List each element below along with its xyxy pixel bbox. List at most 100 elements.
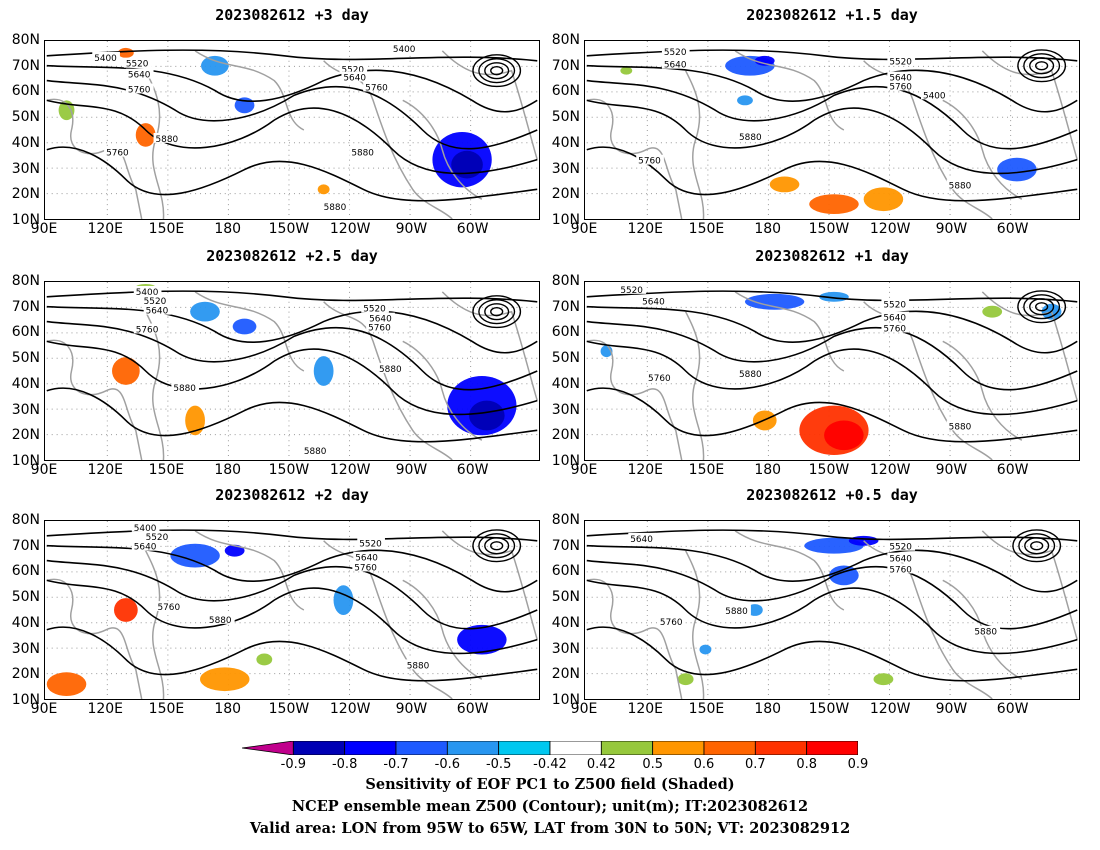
sensitivity-shade [190,301,220,322]
z500-contour [484,537,510,555]
contour-label: 5760 [889,82,912,92]
sensitivity-shade [313,356,334,386]
sensitivity-shade [224,544,245,557]
coastline [441,530,538,640]
z500-contour [1029,298,1055,316]
latitude-label: 20N [11,666,40,683]
contour-label: 5880 [949,422,972,432]
sensitivity-shade [114,598,138,622]
coastline [402,579,483,680]
colorbar-tick-label: 0.7 [744,757,766,772]
z500-contour [490,541,504,551]
colorbar-segment [549,741,602,755]
contour-label: 5640 [664,61,687,71]
latitude-label: 60N [11,324,40,341]
z500-contour [586,626,1078,682]
contour-label-bg [636,154,664,165]
panel-title: 2023082612 +0.5 day [746,486,918,504]
latitude-label: 80N [11,512,40,528]
contour-label: 5760 [368,323,391,333]
contour-label: 5880 [156,135,179,145]
contour-label-bg [125,68,154,79]
contour-label: 5400 [94,54,117,64]
latitude-label: 60N [11,563,40,580]
contour-label: 5520 [146,533,169,543]
latitude-label: 40N [11,614,40,631]
longitude-label: 60W [996,462,1029,478]
colorbar-segment [242,741,294,755]
contour-label-bg [367,312,395,323]
sensitivity-shade [117,47,134,58]
sensitivity-shade [58,100,75,121]
colorbar-tick-label: -0.9 [280,757,307,772]
longitude-label: 120W [329,221,371,237]
sensitivity-shade [469,400,505,431]
sensitivity-shade [200,667,250,692]
z500-contour [478,58,516,84]
z500-contour [1023,294,1061,320]
sensitivity-shade [744,293,805,310]
contour-label-bg [171,381,200,392]
contour-label: 5640 [630,535,653,545]
z500-contour [1012,529,1062,563]
latitude-label: 40N [551,614,580,631]
longitude-label: 90W [935,221,968,237]
longitude-label: 90E [570,701,598,717]
contour-label-bg [404,659,433,670]
contour-label-bg [881,298,910,309]
longitude-label: 120W [869,462,911,478]
contour-label-bg [357,537,385,548]
contour-label-bg [104,146,132,157]
contour-label: 5880 [725,607,748,617]
contour-label: 5880 [974,628,997,638]
contour-label-bg [390,42,419,53]
map-panel: 5400 5520 5640 5760 5880 5760 5880 5880 5520 5640… [44,40,540,220]
contour-label-bg [737,130,765,141]
latitude-label: 60N [551,563,580,580]
coastline [586,98,683,219]
latitude-label: 80N [551,32,580,48]
contour-label: 5520 [144,297,167,307]
longitude-label: 180 [214,462,242,478]
sensitivity-shade [804,537,864,554]
contour-label-bg [640,295,668,306]
longitude-label: 150W [808,701,850,717]
coastline [734,50,845,131]
contour-label: 5640 [134,543,157,553]
contour-label-bg [301,445,330,456]
z500-contour [1017,290,1067,324]
latitude-label: 30N [11,401,40,418]
contour-label: 5520 [126,60,149,70]
latitude-label: 70N [11,298,40,315]
sensitivity-shade [135,123,156,147]
z500-contour [586,387,1078,443]
contour-label: 5400 [136,288,159,298]
contour-label: 5640 [889,74,912,84]
coastline [942,99,1023,200]
contour-label-bg [352,561,381,572]
longitude-label: 120W [329,701,371,717]
longitude-label: 150E [148,462,185,478]
latitude-label: 80N [11,273,40,289]
contour-label: 5760 [660,618,683,628]
longitude-label: 150E [688,221,725,237]
z500-contour [472,529,522,563]
contour-label-bg [881,311,910,322]
z500-contour [478,533,516,559]
longitude-label: 60W [456,221,489,237]
longitude-label: 150W [268,221,310,237]
contour-label-bg [92,51,120,62]
latitude-label: 70N [11,57,40,74]
sensitivity-shade [699,644,712,655]
z500-contour [46,529,538,542]
coastline [981,530,1078,640]
map-panel: 5520 5640 5520 5640 5760 5400 5880 5760 5880 [584,40,1080,220]
colorbar-segment [344,741,397,755]
coastline [323,301,453,460]
contour-label-bg [881,322,910,333]
contour-label-bg [206,613,235,624]
latitude-label: 20N [551,427,580,444]
z500-contour [46,559,538,630]
